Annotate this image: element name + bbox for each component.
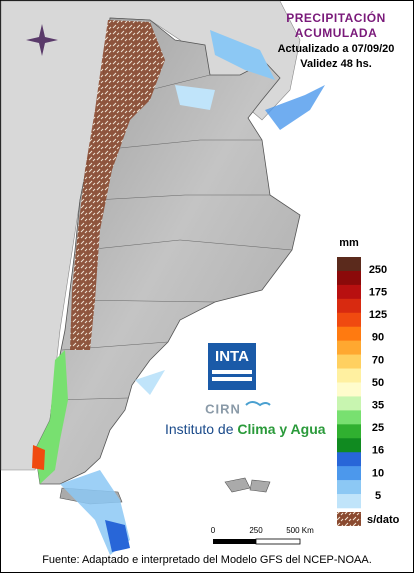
scale-label: 500 Km [286, 526, 314, 535]
institute-prefix: Instituto de [165, 421, 234, 437]
legend-swatch [337, 452, 361, 467]
precip-northeast [210, 30, 275, 80]
legend-label: 50 [372, 377, 384, 389]
updated: Actualizado a 07/09/20 [278, 43, 395, 55]
legend-label: 16 [372, 445, 384, 457]
precip-south-core [105, 520, 130, 552]
legend-swatch [337, 410, 361, 425]
precip-max [32, 445, 45, 470]
malvinas [224, 477, 271, 493]
legend-unit: mm [339, 237, 359, 249]
legend-swatch [337, 298, 361, 314]
legend-label: 70 [372, 354, 384, 366]
legend-no-data: s/dato [367, 514, 400, 526]
precip-patagonia [135, 370, 165, 395]
legend: 250 175 125 90 70 50 35 25 16 10 5 [337, 257, 387, 509]
legend-swatch [337, 340, 361, 355]
legend-no-data-swatch [337, 512, 361, 526]
title-line1: PRECIPITACIÓN [286, 10, 386, 25]
legend-label: 250 [369, 264, 387, 276]
legend-label: 90 [372, 332, 384, 344]
scale-label: 250 [249, 526, 263, 535]
legend-swatch [337, 284, 361, 300]
legend-swatch [337, 354, 361, 369]
scale-bar: 0 250 500 Km [211, 526, 314, 545]
legend-swatch [337, 312, 361, 328]
title-line2: ACUMULADA [295, 26, 378, 40]
footer: Fuente: Adaptado e interpretado del Mode… [42, 554, 372, 566]
legend-label: 125 [369, 309, 387, 321]
legend-label: 175 [369, 287, 387, 299]
legend-swatch [337, 257, 361, 272]
wave-icon [245, 401, 271, 407]
legend-swatch [337, 480, 361, 495]
legend-label: 10 [372, 467, 384, 479]
legend-swatch [337, 438, 361, 453]
institute-name: Instituto de Clima y Agua [165, 421, 326, 437]
legend-swatch [337, 424, 361, 439]
legend-swatch [337, 326, 361, 341]
province-borders [51, 74, 293, 401]
legend-swatch [337, 368, 361, 383]
scale-label: 0 [211, 526, 216, 535]
compass-rose [26, 24, 58, 56]
inta-text: INTA [215, 348, 249, 365]
inta-logo: INTA [208, 343, 256, 390]
validity: Validez 48 hs. [300, 58, 372, 70]
legend-label: 5 [375, 490, 381, 502]
cirn-text: CIRN [205, 401, 241, 416]
legend-swatch [337, 396, 361, 411]
precip-chaco [175, 85, 215, 110]
legend-swatch [337, 270, 361, 286]
no-data-area [70, 20, 165, 350]
legend-label: 25 [372, 422, 384, 434]
legend-swatch [337, 494, 361, 509]
institute-highlight: Clima y Agua [237, 421, 325, 437]
legend-swatch [337, 382, 361, 397]
legend-swatch [337, 466, 361, 481]
legend-label: 35 [372, 400, 384, 412]
precip-coast [265, 85, 325, 130]
